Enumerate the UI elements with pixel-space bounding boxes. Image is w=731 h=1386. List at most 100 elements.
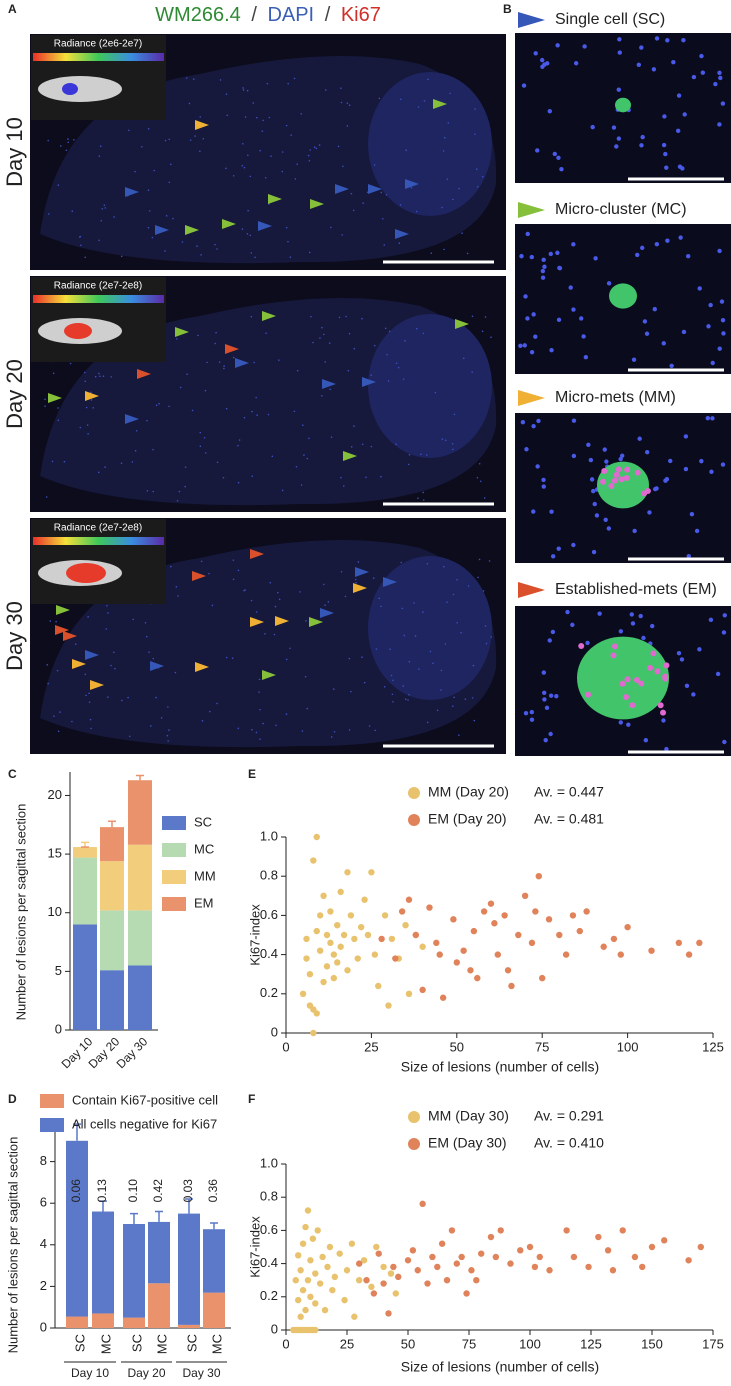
nucleus-dot xyxy=(407,463,410,466)
point xyxy=(504,967,512,974)
nucleus xyxy=(678,235,683,240)
nucleus xyxy=(630,621,636,626)
nucleus-dot xyxy=(362,202,364,204)
nucleus xyxy=(708,302,713,308)
nucleus-dot xyxy=(100,219,103,222)
nucleus-dot xyxy=(89,718,92,721)
nucleus-dot xyxy=(179,386,182,389)
bar-segment xyxy=(128,910,152,966)
nucleus-dot xyxy=(370,374,372,376)
point xyxy=(438,1240,446,1247)
nucleus-dot xyxy=(277,591,279,594)
radiance-scale xyxy=(33,537,164,545)
ki67-cell xyxy=(601,467,608,474)
nucleus xyxy=(529,709,534,715)
point xyxy=(545,916,553,923)
point xyxy=(474,974,481,982)
nucleus-dot xyxy=(128,735,131,738)
point xyxy=(316,947,324,954)
y-tick-label: 6 xyxy=(40,1195,47,1210)
nucleus xyxy=(641,635,646,641)
point xyxy=(585,1263,592,1271)
x-tick-label: MC xyxy=(98,1334,113,1354)
nucleus-dot xyxy=(471,371,473,373)
radiance-label: Radiance (2e7-2e8) xyxy=(54,523,142,534)
nucleus-dot xyxy=(175,586,178,588)
point xyxy=(424,1280,431,1287)
point xyxy=(385,1310,392,1317)
nucleus xyxy=(579,316,584,321)
group-label: Day 30 xyxy=(182,1366,220,1380)
nucleus-dot xyxy=(444,643,447,645)
point xyxy=(329,1286,336,1294)
nucleus-dot xyxy=(355,581,357,584)
nucleus-dot xyxy=(147,226,150,229)
point xyxy=(405,990,413,997)
nucleus-dot xyxy=(225,93,228,95)
nucleus xyxy=(590,488,596,494)
ki67-cell xyxy=(624,676,631,683)
nucleus-dot xyxy=(389,648,391,651)
panel-a-title: WM266.4 / DAPI / Ki67 xyxy=(155,4,381,26)
nucleus-dot xyxy=(294,178,297,180)
point xyxy=(304,1277,312,1284)
x-tick-label: SC xyxy=(129,1334,144,1352)
point xyxy=(570,1253,578,1261)
nucleus-dot xyxy=(250,252,253,254)
nucleus-dot xyxy=(99,145,102,147)
arrowhead xyxy=(155,225,169,235)
panel-label: A xyxy=(8,2,17,16)
point xyxy=(583,908,590,915)
nucleus-dot xyxy=(148,651,150,654)
arrowhead-big xyxy=(518,582,545,598)
nucleus-dot xyxy=(299,591,301,593)
nucleus xyxy=(531,312,536,317)
point xyxy=(443,1277,451,1284)
point xyxy=(463,1290,470,1297)
point xyxy=(497,1227,504,1234)
nucleus-dot xyxy=(120,255,123,258)
nucleus-dot xyxy=(452,198,454,201)
nucleus-dot xyxy=(51,460,54,463)
nucleus xyxy=(524,447,529,452)
point xyxy=(639,1263,646,1271)
nucleus-dot xyxy=(52,372,55,375)
bar-segment xyxy=(128,844,152,911)
nucleus-dot xyxy=(150,725,152,727)
point xyxy=(569,912,577,919)
error-bar xyxy=(185,1198,193,1214)
nucleus-dot xyxy=(268,116,271,119)
nucleus xyxy=(525,231,530,237)
ki67-cell xyxy=(650,650,657,657)
nucleus-dot xyxy=(397,366,400,369)
y-tick-label: 0.8 xyxy=(260,868,278,883)
panel-label: B xyxy=(503,2,512,16)
nucleus-dot xyxy=(105,628,108,630)
point xyxy=(323,931,331,939)
nucleus-dot xyxy=(67,141,70,144)
nucleus xyxy=(606,526,612,531)
nucleus-dot xyxy=(385,193,388,196)
y-axis-label: Number of lesions per sagittal section xyxy=(13,804,28,1021)
nucleus-dot xyxy=(303,454,305,456)
nucleus-dot xyxy=(232,175,235,177)
nucleus-dot xyxy=(348,657,351,660)
nucleus-dot xyxy=(74,643,77,645)
nucleus-dot xyxy=(259,738,261,740)
nucleus-dot xyxy=(330,436,333,438)
point xyxy=(539,974,546,982)
nucleus-dot xyxy=(451,443,454,445)
point xyxy=(356,1260,363,1267)
nucleus xyxy=(519,253,524,259)
nucleus-dot xyxy=(482,590,485,592)
nucleus-dot xyxy=(353,425,355,427)
nucleus-dot xyxy=(153,169,156,172)
nucleus-dot xyxy=(209,710,211,713)
arrowhead xyxy=(310,199,324,209)
nucleus-dot xyxy=(47,139,49,142)
y-tick-label: 10 xyxy=(48,904,62,919)
nucleus-dot xyxy=(478,462,481,465)
nucleus-dot xyxy=(174,671,177,674)
nucleus xyxy=(699,53,704,59)
nucleus-dot xyxy=(484,316,487,318)
